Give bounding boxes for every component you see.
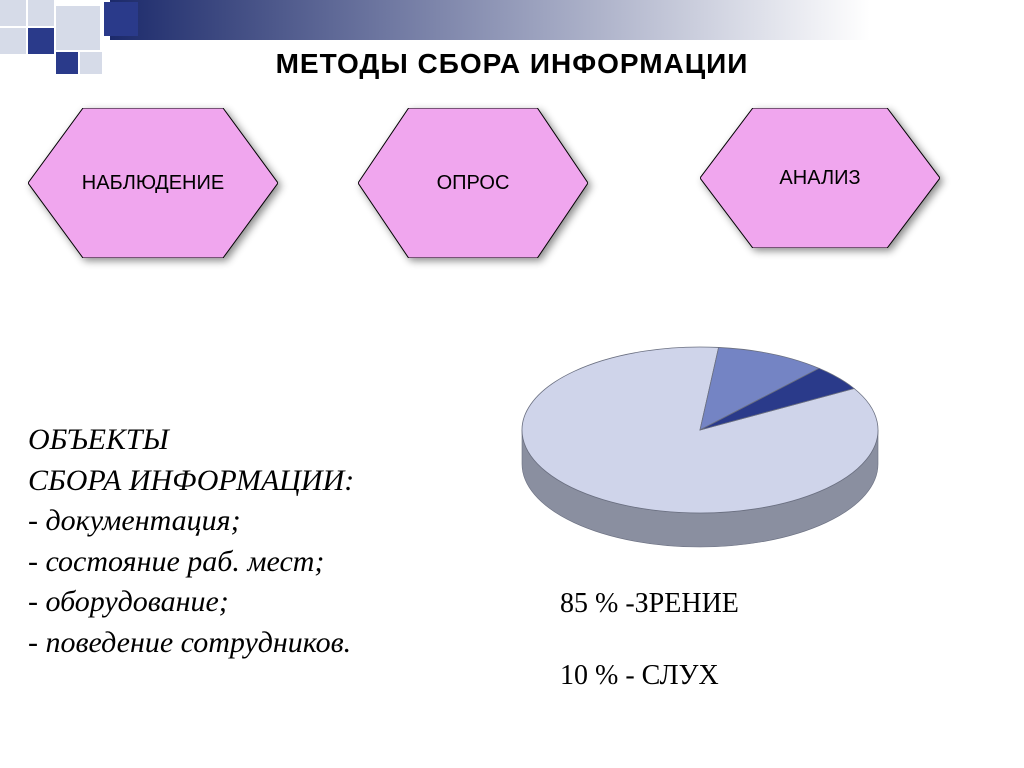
- objects-heading-line1: ОБЪЕКТЫ: [28, 420, 354, 461]
- objects-heading-line2: СБОРА ИНФОРМАЦИИ:: [28, 461, 354, 502]
- hexagon-survey: ОПРОС: [358, 108, 588, 258]
- objects-bullet: - состояние раб. мест;: [28, 542, 354, 583]
- stat-hearing: 10 % - СЛУХ: [560, 660, 719, 692]
- hexagon-label: НАБЛЮДЕНИЕ: [28, 108, 278, 258]
- top-gradient-bar: [110, 0, 870, 40]
- pie-chart-3d: [520, 345, 880, 559]
- hexagon-label: ОПРОС: [358, 108, 588, 258]
- objects-text-block: ОБЪЕКТЫ СБОРА ИНФОРМАЦИИ: - документация…: [28, 420, 354, 663]
- hexagon-row: НАБЛЮДЕНИЕ ОПРОС АНАЛИЗ: [0, 108, 1024, 278]
- hexagon-observation: НАБЛЮДЕНИЕ: [28, 108, 278, 258]
- slide-stage: МЕТОДЫ СБОРА ИНФОРМАЦИИ НАБЛЮДЕНИЕ ОПРОС…: [0, 0, 1024, 768]
- hexagon-label: АНАЛИЗ: [700, 108, 940, 248]
- stat-vision: 85 % -ЗРЕНИЕ: [560, 588, 739, 620]
- objects-bullet: - поведение сотрудников.: [28, 623, 354, 664]
- page-title: МЕТОДЫ СБОРА ИНФОРМАЦИИ: [0, 48, 1024, 80]
- hexagon-analysis: АНАЛИЗ: [700, 108, 940, 248]
- objects-bullet: - оборудование;: [28, 582, 354, 623]
- objects-bullet: - документация;: [28, 501, 354, 542]
